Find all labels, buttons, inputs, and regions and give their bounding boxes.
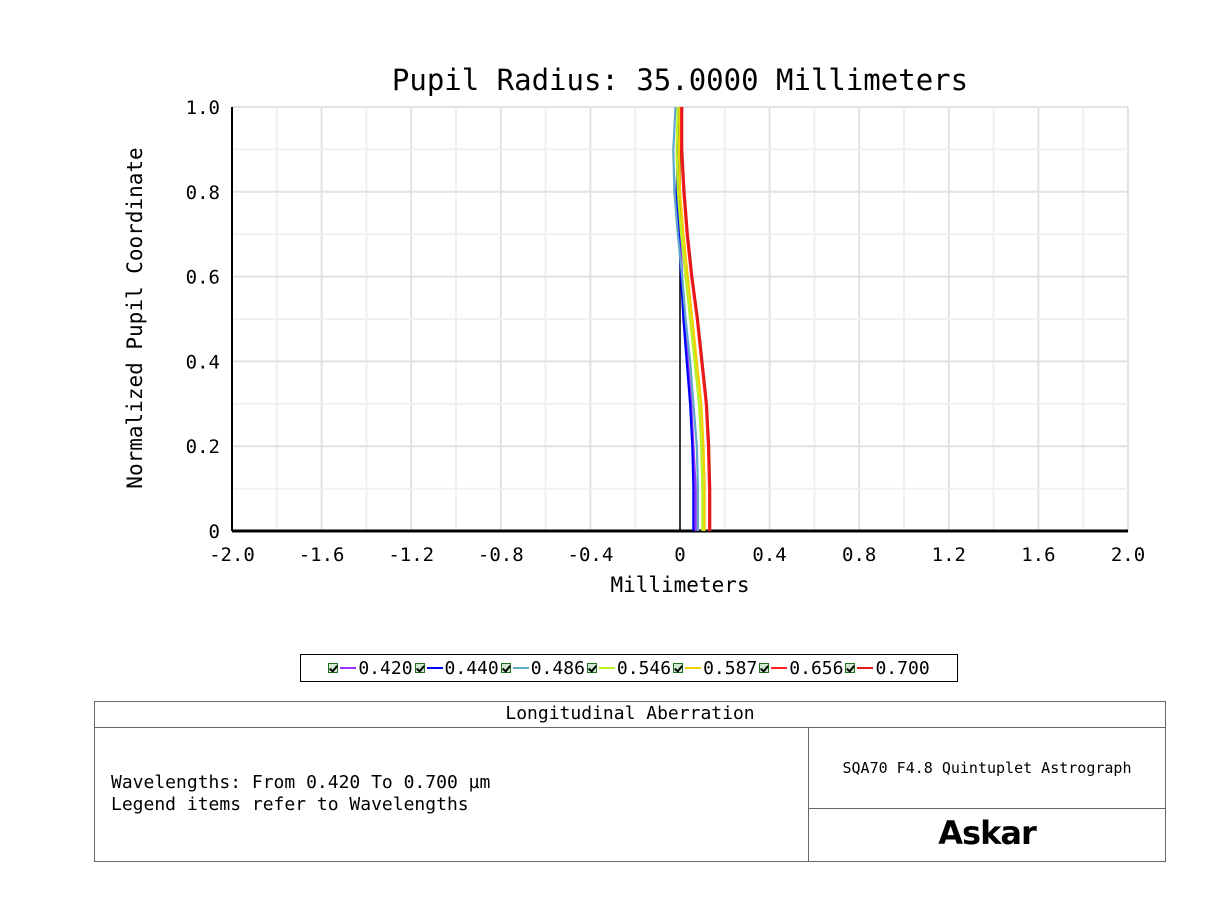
checkbox-icon[interactable] [673, 663, 684, 673]
legend-swatch [426, 667, 443, 669]
checkbox-icon[interactable] [414, 663, 425, 673]
series-line-0.486 [672, 106, 699, 531]
chart-title: Pupil Radius: 35.0000 Millimeters [392, 63, 968, 97]
info-header: Longitudinal Aberration [95, 702, 1165, 728]
x-tick-label: -1.2 [388, 544, 434, 566]
y-tick-label: 0.6 [186, 267, 220, 289]
checkbox-icon[interactable] [759, 663, 770, 673]
y-axis-title: Normalized Pupil Coordinate [123, 147, 147, 488]
legend-swatch [857, 667, 874, 669]
x-tick-label: -0.4 [568, 544, 614, 566]
x-tick-label: -0.8 [478, 544, 524, 566]
legend-swatch [512, 667, 529, 669]
x-tick-label: 0.4 [752, 544, 786, 566]
series-line-0.587 [677, 106, 706, 531]
legend-note-text: Legend items refer to Wavelengths [111, 794, 469, 815]
x-tick-label: 0 [674, 544, 685, 566]
legend-swatch [598, 667, 615, 669]
info-description: Wavelengths: From 0.420 To 0.700 µm Lege… [111, 772, 490, 816]
y-tick-label: 1.0 [186, 97, 220, 119]
legend-label: 0.656 [789, 657, 844, 679]
x-tick-label: 2.0 [1111, 544, 1145, 566]
info-table: Longitudinal Aberration Wavelengths: Fro… [94, 701, 1166, 862]
legend-label: 0.486 [530, 657, 585, 679]
y-tick-label: 0.4 [186, 351, 220, 373]
x-axis-title: Millimeters [610, 573, 749, 597]
y-tick-label: 0.2 [186, 436, 220, 458]
legend-label: 0.546 [616, 657, 672, 679]
legend-label: 0.420 [358, 657, 413, 679]
legend-item-0.486[interactable]: 0.486 [500, 657, 585, 679]
legend-label: 0.587 [703, 657, 758, 679]
legend-label: 0.440 [444, 657, 499, 679]
checkbox-icon[interactable] [845, 663, 856, 673]
askar-logo: Askar [938, 814, 1036, 852]
x-tick-label: 0.8 [842, 544, 876, 566]
x-tick-label: 1.6 [1021, 544, 1055, 566]
x-tick-label: -1.6 [299, 544, 345, 566]
series-layer [672, 106, 712, 531]
legend-swatch [685, 667, 702, 669]
series-line-0.546 [675, 106, 704, 531]
product-name: SQA70 F4.8 Quintuplet Astrograph [809, 728, 1165, 809]
legend: 0.420 0.440 0.486 0.546 0.587 0.656 0.700 [300, 654, 958, 682]
legend-item-0.700[interactable]: 0.700 [845, 657, 930, 679]
series-line-0.700 [681, 107, 712, 531]
x-tick-label: -2.0 [209, 544, 255, 566]
x-tick-label: 1.2 [932, 544, 966, 566]
checkbox-icon[interactable] [586, 663, 597, 673]
checkbox-icon[interactable] [328, 663, 339, 673]
legend-item-0.420[interactable]: 0.420 [328, 657, 413, 679]
y-tick-label: 0 [209, 521, 220, 543]
legend-swatch [340, 667, 357, 669]
y-tick-label: 0.8 [186, 182, 220, 204]
legend-item-0.656[interactable]: 0.656 [759, 658, 843, 679]
label-layer: -2.0 -1.6 -1.2 -0.8 -0.4 0 0.4 0.8 1.2 1.6 2.0 0 0.2… [186, 97, 1145, 566]
checkbox-icon[interactable] [500, 663, 511, 673]
legend-swatch [771, 667, 788, 669]
wavelength-range-text: Wavelengths: From 0.420 To 0.700 µm [111, 772, 491, 793]
legend-item-0.546[interactable]: 0.546 [586, 657, 672, 679]
legend-item-0.587[interactable]: 0.587 [673, 658, 757, 679]
aberration-chart: -2.0 -1.6 -1.2 -0.8 -0.4 0 0.4 0.8 1.2 1.6 2.0 0 0.2… [123, 63, 1145, 597]
legend-label: 0.700 [875, 657, 930, 679]
info-right-panel: SQA70 F4.8 Quintuplet Astrograph Askar [808, 728, 1165, 861]
legend-item-0.440[interactable]: 0.440 [414, 657, 499, 679]
